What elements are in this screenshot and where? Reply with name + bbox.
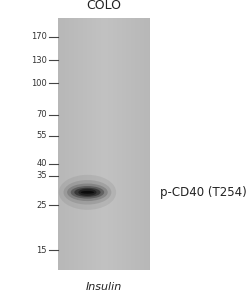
Text: 40: 40 [36, 160, 47, 169]
Ellipse shape [63, 180, 111, 205]
Text: 130: 130 [31, 56, 47, 65]
Text: 55: 55 [36, 131, 47, 140]
Text: Insulin: Insulin [86, 282, 122, 292]
Ellipse shape [74, 188, 101, 197]
Ellipse shape [67, 184, 108, 201]
Ellipse shape [71, 186, 104, 199]
Text: 25: 25 [36, 201, 47, 210]
Text: 15: 15 [36, 246, 47, 255]
Bar [58, 18, 150, 270]
Text: p-CD40 (T254): p-CD40 (T254) [160, 186, 247, 199]
Text: 35: 35 [36, 171, 47, 180]
Text: 70: 70 [36, 110, 47, 119]
Ellipse shape [81, 191, 94, 194]
Text: 170: 170 [31, 32, 47, 41]
Text: 100: 100 [31, 79, 47, 88]
Ellipse shape [59, 175, 116, 210]
Text: COLO: COLO [87, 0, 122, 12]
Ellipse shape [78, 189, 96, 196]
